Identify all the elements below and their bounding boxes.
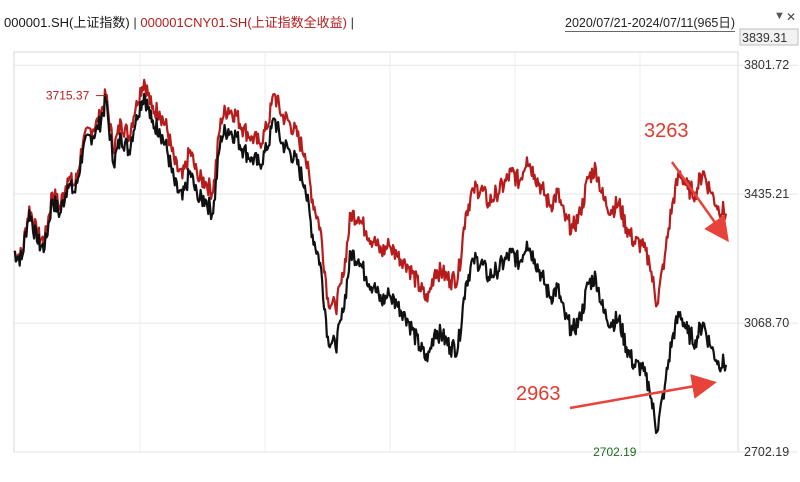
y-tick-label: 3435.21 — [744, 187, 789, 201]
legend: 000001.SH(上证指数) | 000001CNY01.SH(上证指数全收益… — [4, 12, 354, 31]
close-icon[interactable]: ✕ — [786, 10, 797, 24]
top-value-label: 3839.31 — [742, 31, 787, 45]
date-range-selector[interactable]: 2020/07/21-2024/07/11(965日) — [565, 12, 736, 32]
series-line-sse — [13, 92, 728, 435]
legend-series-sse[interactable]: 000001.SH(上证指数) — [4, 15, 130, 30]
annotation-2963: 2963 — [516, 383, 561, 405]
caret-down-icon[interactable]: ▼ — [774, 10, 785, 22]
y-tick-label: 2702.19 — [744, 445, 789, 459]
annotation-3263: 3263 — [644, 120, 689, 142]
peak-value-label: 3715.37 — [46, 89, 90, 103]
legend-separator: | — [133, 15, 137, 30]
plot-area — [13, 51, 739, 453]
legend-separator: | — [350, 15, 354, 30]
top-value-box — [739, 28, 799, 46]
legend-series-sse-total-return[interactable]: 000001CNY01.SH(上证指数全收益) — [140, 15, 347, 30]
min-value-label: 2702.19 — [593, 445, 637, 459]
y-tick-label: 3068.70 — [744, 316, 789, 330]
arrow-icon — [569, 374, 717, 410]
y-tick-label: 3801.72 — [744, 58, 789, 72]
arrow-icon — [670, 161, 729, 243]
chart-header: 000001.SH(上证指数) | 000001CNY01.SH(上证指数全收益… — [0, 0, 800, 40]
series-line-sse-total-return — [13, 78, 728, 316]
